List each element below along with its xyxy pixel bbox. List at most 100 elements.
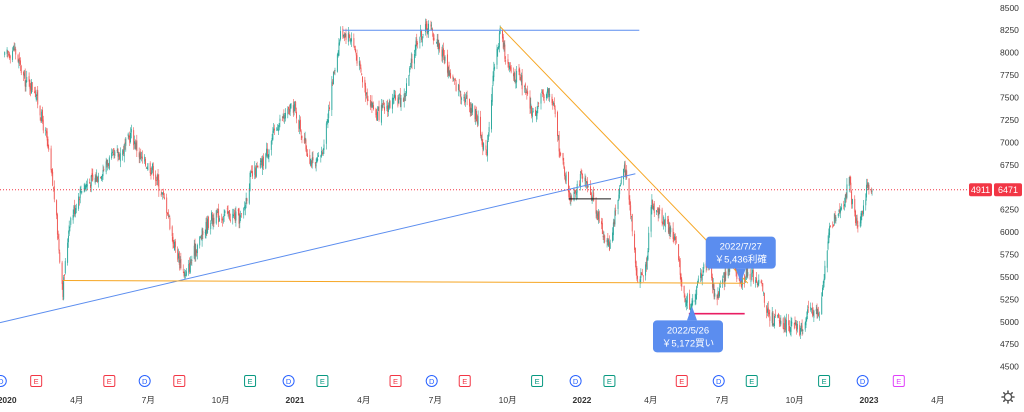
- candle-body: [618, 194, 620, 201]
- candle-body: [531, 112, 533, 117]
- sell-annotation[interactable]: 2022/7/27￥5,436利確: [705, 236, 776, 283]
- candle-body: [343, 34, 345, 39]
- candle-body: [106, 159, 108, 165]
- horizontal-support-line[interactable]: [62, 280, 745, 284]
- candle-body: [652, 200, 654, 208]
- earnings-marker-icon[interactable]: [244, 375, 257, 387]
- candle-body: [634, 233, 636, 250]
- candle-body: [524, 83, 526, 90]
- candle-body: [557, 112, 558, 137]
- event-marker-letter: E: [607, 377, 612, 386]
- earnings-marker-icon[interactable]: [316, 375, 329, 387]
- x-tick-label: 4月: [931, 395, 944, 405]
- candle-body: [796, 323, 798, 330]
- earnings-marker-icon[interactable]: [675, 375, 688, 387]
- candle-body: [816, 307, 818, 315]
- candle-body: [299, 119, 301, 132]
- candle-body: [375, 109, 377, 116]
- candle-body: [789, 325, 790, 332]
- candle-body: [9, 55, 11, 59]
- candle-body: [813, 310, 815, 318]
- candle-body: [222, 218, 224, 220]
- earnings-marker-icon[interactable]: [603, 375, 616, 387]
- candle-body: [821, 297, 823, 315]
- x-tick-label: 7月: [716, 395, 729, 405]
- candle-body: [391, 97, 393, 109]
- candle-body: [430, 24, 432, 27]
- trendlines[interactable]: [0, 26, 749, 324]
- dividend-marker-icon[interactable]: [569, 375, 582, 387]
- dividend-marker-icon[interactable]: [0, 375, 7, 387]
- candle-body: [14, 48, 16, 50]
- candle-body: [273, 128, 275, 131]
- dividend-marker-icon[interactable]: [425, 375, 438, 387]
- candle-body: [679, 260, 681, 275]
- candle-body: [314, 162, 316, 164]
- candle-body: [86, 184, 88, 187]
- candle-body: [246, 198, 248, 201]
- candle-body: [122, 150, 124, 155]
- candle-body: [439, 43, 441, 49]
- candle-body: [239, 215, 241, 223]
- candle-body: [329, 107, 330, 110]
- candle-body: [519, 70, 521, 76]
- candle-body: [166, 197, 168, 213]
- dividend-marker-icon[interactable]: [282, 375, 295, 387]
- candle-body: [108, 163, 109, 167]
- earnings-marker-icon[interactable]: [818, 375, 831, 387]
- candle-body: [417, 43, 419, 45]
- earnings-marker-icon[interactable]: [389, 375, 402, 387]
- candle-body: [80, 190, 82, 192]
- candle-body: [573, 191, 575, 201]
- settings-gear-icon[interactable]: [1001, 390, 1015, 404]
- candle-body: [64, 274, 65, 276]
- candle-body: [178, 252, 180, 266]
- earnings-marker-icon[interactable]: [30, 375, 43, 387]
- candle-body: [694, 299, 696, 303]
- candle-body: [411, 59, 413, 63]
- candle-body: [738, 278, 740, 280]
- candle-body: [696, 286, 698, 296]
- dividend-marker-icon[interactable]: [712, 375, 725, 387]
- candle-body: [575, 191, 577, 193]
- candle-body: [801, 325, 803, 331]
- candle-body: [119, 154, 120, 160]
- earnings-marker-icon[interactable]: [458, 375, 471, 387]
- earnings-marker-icon[interactable]: [173, 375, 186, 387]
- earnings-marker-icon[interactable]: [531, 375, 544, 387]
- candle-body: [349, 37, 351, 41]
- candle-body: [664, 218, 666, 228]
- candle-body: [691, 300, 693, 309]
- earnings-marker-icon[interactable]: [892, 375, 905, 387]
- candle-body: [41, 111, 43, 121]
- candle-body: [404, 95, 406, 97]
- candle-body: [446, 54, 448, 73]
- candle-body: [509, 66, 511, 69]
- annotations[interactable]: 2022/7/27￥5,436利確 2022/5/26 ￥5,172買い: [652, 236, 776, 353]
- candle-body: [584, 177, 586, 182]
- buy-annotation[interactable]: 2022/5/26 ￥5,172買い: [652, 306, 723, 353]
- y-tick-label: 5250: [1000, 294, 1019, 304]
- y-tick-label: 4500: [1000, 362, 1019, 372]
- candle-body: [647, 250, 649, 260]
- candle-body: [855, 219, 857, 221]
- candle-body: [540, 93, 542, 104]
- dividend-marker-icon[interactable]: [138, 375, 151, 387]
- candle-body: [64, 261, 66, 274]
- candle-body: [862, 205, 864, 215]
- candle-body: [136, 140, 138, 152]
- candle-body: [547, 88, 549, 93]
- candle-body: [749, 274, 751, 280]
- candle-body: [574, 189, 576, 192]
- candle-body: [229, 210, 231, 220]
- candle-body: [75, 208, 77, 210]
- candle-body: [829, 226, 831, 236]
- rising-support-line[interactable]: [0, 173, 636, 324]
- dividend-marker-icon[interactable]: [856, 375, 869, 387]
- candle-body: [685, 303, 687, 305]
- earnings-marker-icon[interactable]: [745, 375, 758, 387]
- time-axis[interactable]: 2020 4月 7月 10月 2021 4月 7月 10月 2022 4月 7月 10月 2023 4月: [0, 395, 944, 405]
- earnings-marker-icon[interactable]: [103, 375, 116, 387]
